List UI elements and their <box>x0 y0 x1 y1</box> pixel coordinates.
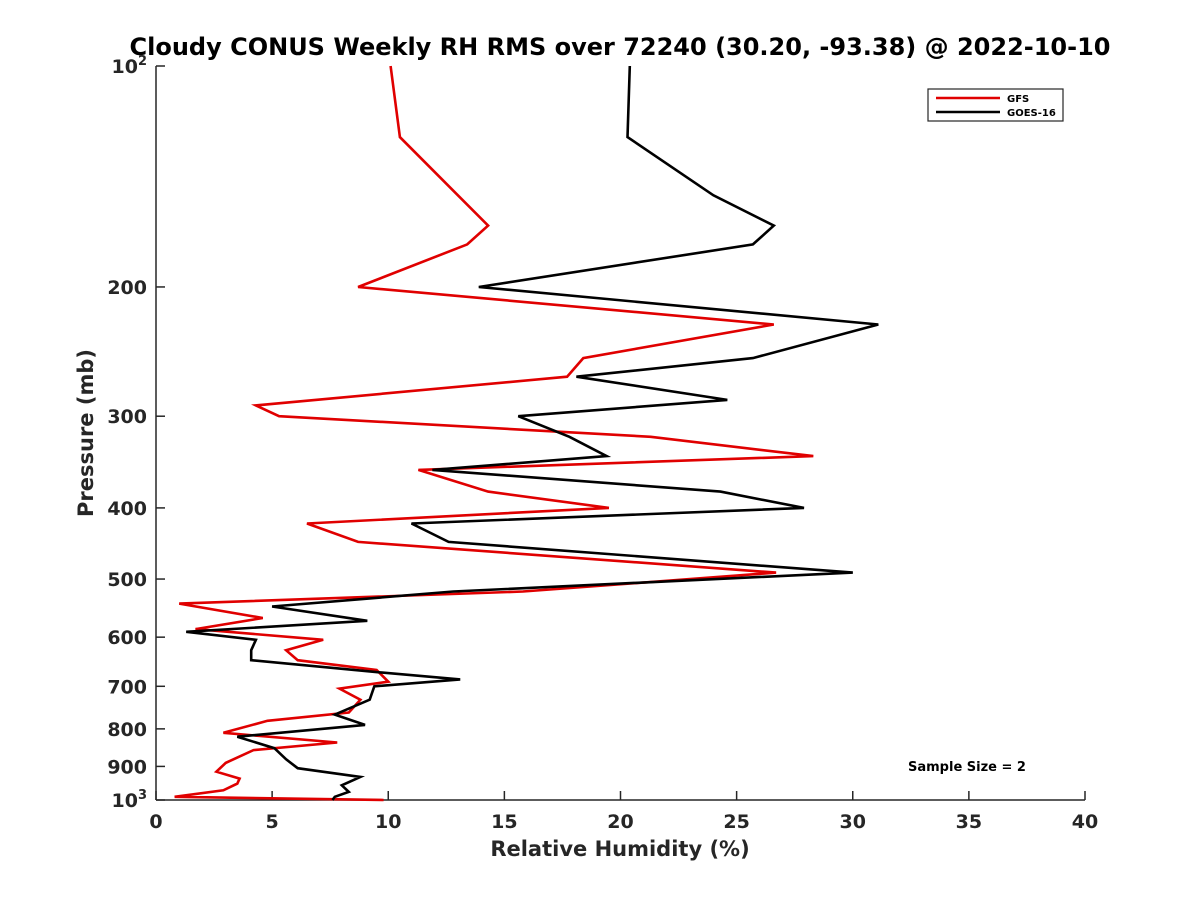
y-tick-label: 400 <box>107 498 147 520</box>
legend-entry-label: GOES-16 <box>1007 108 1056 119</box>
y-tick-label: 200 <box>107 277 147 299</box>
y-axis-label: Pressure (mb) <box>74 349 98 517</box>
x-tick-label: 35 <box>956 811 982 833</box>
x-tick-label: 40 <box>1072 811 1098 833</box>
x-tick-label: 20 <box>607 811 633 833</box>
y-tick-label: 500 <box>107 569 147 591</box>
legend: GFS GOES-16 <box>927 88 1064 122</box>
x-tick-label: 10 <box>375 811 401 833</box>
axes: 0 5 10 15 20 25 30 35 40 102 200 300 400 500 600 700 800… <box>107 54 1098 833</box>
x-tick-label: 15 <box>491 811 517 833</box>
y-tick-label: 600 <box>107 627 147 649</box>
x-tick-label: 30 <box>840 811 866 833</box>
y-tick-label: 102 <box>112 54 148 78</box>
y-tick-label: 103 <box>112 788 148 812</box>
series-line-gfs <box>174 65 814 802</box>
x-tick-label: 0 <box>149 811 162 833</box>
x-axis-label: Relative Humidity (%) <box>490 837 749 861</box>
legend-box <box>927 88 1064 122</box>
x-tick-label: 25 <box>723 811 749 833</box>
chart-title: Cloudy CONUS Weekly RH RMS over 72240 (3… <box>130 33 1111 61</box>
y-tick-label: 300 <box>107 406 147 428</box>
series-lines <box>174 65 879 802</box>
sample-size-annotation: Sample Size = 2 <box>908 760 1026 775</box>
series-line-goes-16 <box>186 65 879 801</box>
x-tick-label: 5 <box>266 811 279 833</box>
y-tick-label: 700 <box>107 676 147 698</box>
y-tick-label: 800 <box>107 719 147 741</box>
legend-entry-label: GFS <box>1007 94 1029 105</box>
y-tick-label: 900 <box>107 756 147 778</box>
